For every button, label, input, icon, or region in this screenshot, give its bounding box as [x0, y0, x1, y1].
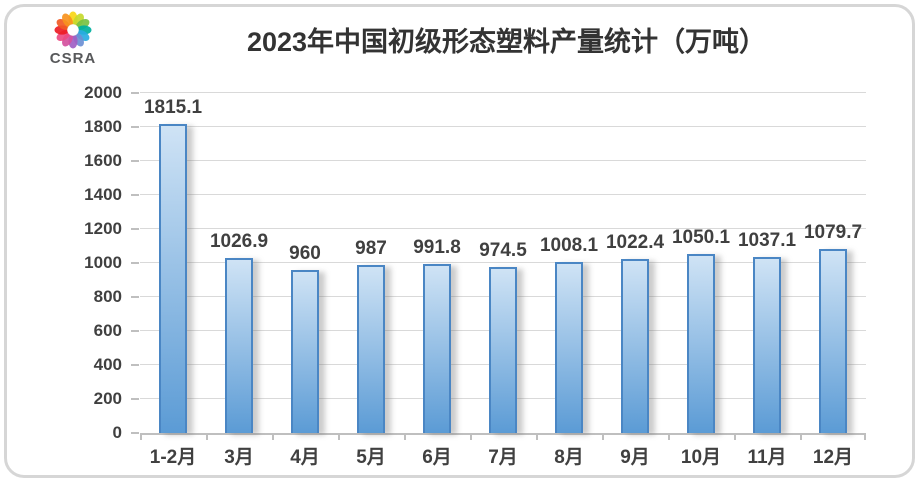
y-tick-mark: [131, 296, 139, 298]
y-tick-label: 1800: [84, 117, 122, 136]
x-tick-mark: [668, 434, 670, 440]
y-tick-mark: [131, 228, 139, 230]
y-tick-mark: [131, 194, 139, 196]
value-label: 1815.1: [143, 97, 203, 119]
x-tick-label: 5月: [356, 447, 386, 468]
x-tick-label: 10月: [680, 447, 722, 468]
gridline: [140, 126, 866, 127]
gridline: [140, 194, 866, 195]
bar-8月: [555, 261, 583, 433]
bar-12月: [819, 249, 847, 433]
value-label: 1050.1: [671, 227, 731, 249]
x-tick-mark: [734, 434, 736, 440]
x-tick-label: 8月: [554, 447, 584, 468]
value-label: 991.8: [413, 237, 461, 259]
x-tick-mark: [272, 434, 274, 440]
y-tick-label: 1000: [84, 253, 122, 272]
y-tick-mark: [131, 398, 139, 400]
y-tick-mark: [131, 432, 139, 434]
bar-4月: [291, 269, 319, 433]
x-axis: 1-2月 3月 4月 5月 6月 7月 8月 9月 10月 11月 12月: [140, 442, 866, 469]
plot-area: 1815.1 1026.9 960 987 991.8 974.5 1008.1 1022.4…: [140, 92, 866, 435]
x-tick-mark: [338, 434, 340, 440]
y-tick-label: 800: [93, 287, 122, 306]
x-tick-label: 1-2月: [149, 447, 197, 468]
gridline: [140, 262, 866, 263]
x-tick-label: 9月: [620, 447, 650, 468]
x-tick-mark: [140, 434, 142, 440]
y-axis: 0 200 400 600 800 1000 1200 1400 1600 1800 2000: [0, 83, 126, 442]
bar-9月: [621, 259, 649, 433]
x-tick-mark: [602, 434, 604, 440]
y-tick-label: 400: [93, 355, 122, 374]
y-tick-mark: [131, 126, 139, 128]
value-label: 987: [355, 238, 387, 260]
csra-flower-icon: [54, 11, 92, 49]
bar-3月: [225, 258, 253, 433]
y-tick-label: 200: [93, 389, 122, 408]
y-tick-label: 2000: [84, 83, 122, 102]
value-label: 1037.1: [737, 229, 797, 251]
y-tick-label: 0: [112, 423, 122, 442]
y-tick-mark: [131, 92, 139, 94]
gridline: [140, 228, 866, 229]
bar-6月: [423, 264, 451, 433]
y-tick-label: 1600: [84, 151, 122, 170]
y-tick-label: 1200: [84, 219, 122, 238]
bar-1-2月: [159, 124, 187, 433]
x-tick-label: 7月: [488, 447, 518, 468]
logo-text: CSRA: [49, 50, 97, 67]
gridline: [140, 160, 866, 161]
value-label: 1079.7: [803, 222, 863, 244]
y-tick-mark: [131, 160, 139, 162]
x-tick-mark: [404, 434, 406, 440]
chart-title: 2023年中国初级形态塑料产量统计（万吨）: [246, 27, 767, 57]
x-tick-label: 6月: [422, 447, 452, 468]
x-tick-mark: [800, 434, 802, 440]
csra-logo: CSRA: [38, 10, 108, 67]
y-tick-mark: [131, 330, 139, 332]
y-tick-label: 600: [93, 321, 122, 340]
bar-10月: [687, 254, 715, 433]
x-tick-mark: [864, 434, 866, 440]
x-tick-mark: [206, 434, 208, 440]
x-tick-label: 3月: [224, 447, 254, 468]
y-tick-label: 1400: [84, 185, 122, 204]
bar-5月: [357, 265, 385, 433]
x-tick-mark: [470, 434, 472, 440]
value-label: 1022.4: [605, 232, 665, 254]
x-tick-label: 11月: [747, 447, 787, 468]
y-tick-mark: [131, 262, 139, 264]
bar-11月: [753, 256, 781, 433]
x-tick-label: 4月: [290, 447, 320, 468]
y-tick-mark: [131, 364, 139, 366]
value-label: 1008.1: [539, 234, 599, 256]
bar-7月: [489, 267, 517, 433]
x-tick-mark: [536, 434, 538, 440]
value-label: 960: [289, 242, 321, 264]
value-label: 1026.9: [209, 231, 269, 253]
gridline: [140, 92, 866, 93]
value-label: 974.5: [479, 240, 527, 262]
x-tick-label: 12月: [812, 447, 854, 468]
